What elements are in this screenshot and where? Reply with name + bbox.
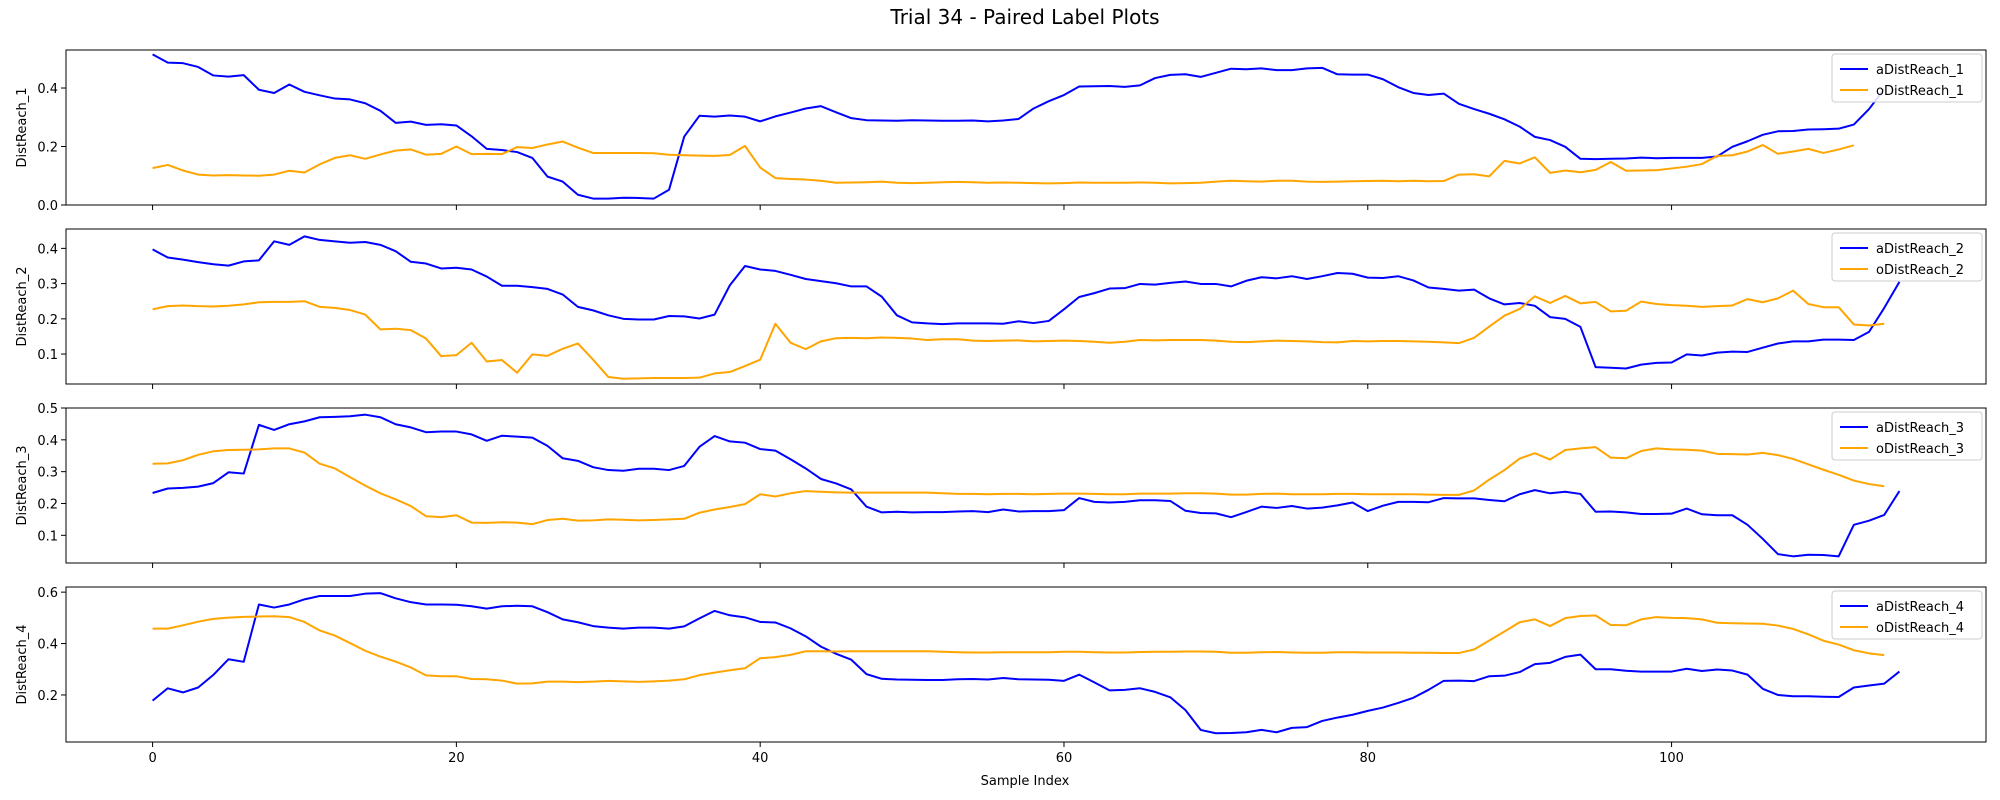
y-tick-label: 0.4 (37, 82, 58, 97)
legend-4: aDistReach_4 oDistReach_4 (1831, 590, 1983, 640)
series-line-aDistReach_3 (152, 413, 1901, 558)
legend-3: aDistReach_3 oDistReach_3 (1831, 411, 1983, 461)
y-tick-label: 0.6 (37, 586, 58, 601)
x-axis-label: Sample Index (981, 774, 1070, 789)
y-tick-label: 0.2 (37, 141, 58, 156)
y-axis-label: DistReach_1 (15, 87, 30, 167)
y-tick-label: 0.3 (37, 278, 58, 293)
series-line-oDistReach_1 (152, 140, 1855, 185)
x-tick-label: 100 (1659, 751, 1684, 766)
y-tick-label: 0.2 (37, 497, 58, 512)
subplot-2: 0.1 0.2 0.3 0.4 DistReach_2 aDistReach_2 oDist… (15, 228, 1987, 389)
axes-frame-4 (65, 586, 1987, 743)
legend-box (1831, 53, 1983, 103)
axes-frame-3 (65, 407, 1987, 564)
series-line-oDistReach_4 (152, 614, 1885, 685)
axes-frame-1 (65, 49, 1987, 206)
legend-label: aDistReach_1 (1876, 63, 1964, 78)
y-tick-label: 0.4 (37, 638, 58, 653)
x-tick-label: 80 (1359, 751, 1376, 766)
x-tick-label: 60 (1056, 751, 1073, 766)
subplots: 0.0 0.2 0.4 DistReach_1 aDistReach_1 oDistRea… (15, 49, 1987, 766)
x-tick-label: 40 (752, 751, 769, 766)
y-tick-label: 0.3 (37, 466, 58, 481)
legend-box (1831, 590, 1983, 640)
y-axis-label: DistReach_4 (15, 624, 30, 704)
y-tick-label: 0.1 (37, 529, 58, 544)
legend-1: aDistReach_1 oDistReach_1 (1831, 53, 1983, 103)
x-tick-label: 20 (448, 751, 465, 766)
series-line-aDistReach_2 (152, 235, 1901, 370)
series-line-oDistReach_3 (152, 446, 1885, 526)
figure-title: Trial 34 - Paired Label Plots (889, 5, 1159, 29)
y-tick-label: 0.4 (37, 242, 58, 257)
legend-label: aDistReach_4 (1876, 600, 1964, 615)
legend-label: oDistReach_3 (1876, 442, 1964, 457)
legend-2: aDistReach_2 oDistReach_2 (1831, 232, 1983, 282)
legend-label: oDistReach_1 (1876, 84, 1964, 99)
legend-box (1831, 411, 1983, 461)
y-tick-label: 0.4 (37, 434, 58, 449)
y-tick-label: 0.1 (37, 348, 58, 363)
y-axis-label: DistReach_2 (15, 266, 30, 346)
y-tick-label: 0.2 (37, 689, 58, 704)
legend-box (1831, 232, 1983, 282)
legend-label: oDistReach_2 (1876, 263, 1964, 278)
legend-label: aDistReach_2 (1876, 242, 1964, 257)
y-axis-label: DistReach_3 (15, 445, 30, 525)
y-tick-label: 0.5 (37, 402, 58, 417)
legend-label: oDistReach_4 (1876, 621, 1964, 636)
subplot-1: 0.0 0.2 0.4 DistReach_1 aDistReach_1 oDistRea… (15, 49, 1987, 214)
subplot-3: 0.1 0.2 0.3 0.4 0.5 DistReach_3 aDistReach_3 oD… (15, 402, 1987, 568)
axes-frame-2 (65, 228, 1987, 385)
series-line-aDistReach_4 (151, 592, 1901, 735)
y-tick-label: 0.2 (37, 313, 58, 328)
legend-label: aDistReach_3 (1876, 421, 1964, 436)
series-line-aDistReach_1 (152, 53, 1886, 200)
subplot-4: 0 20 40 60 80 100 0.2 0.4 0.6 DistReach_4 aDistRea… (15, 586, 1987, 766)
y-tick-label: 0.0 (37, 199, 58, 214)
series-line-oDistReach_2 (152, 289, 1885, 380)
x-tick-label: 0 (148, 751, 156, 766)
